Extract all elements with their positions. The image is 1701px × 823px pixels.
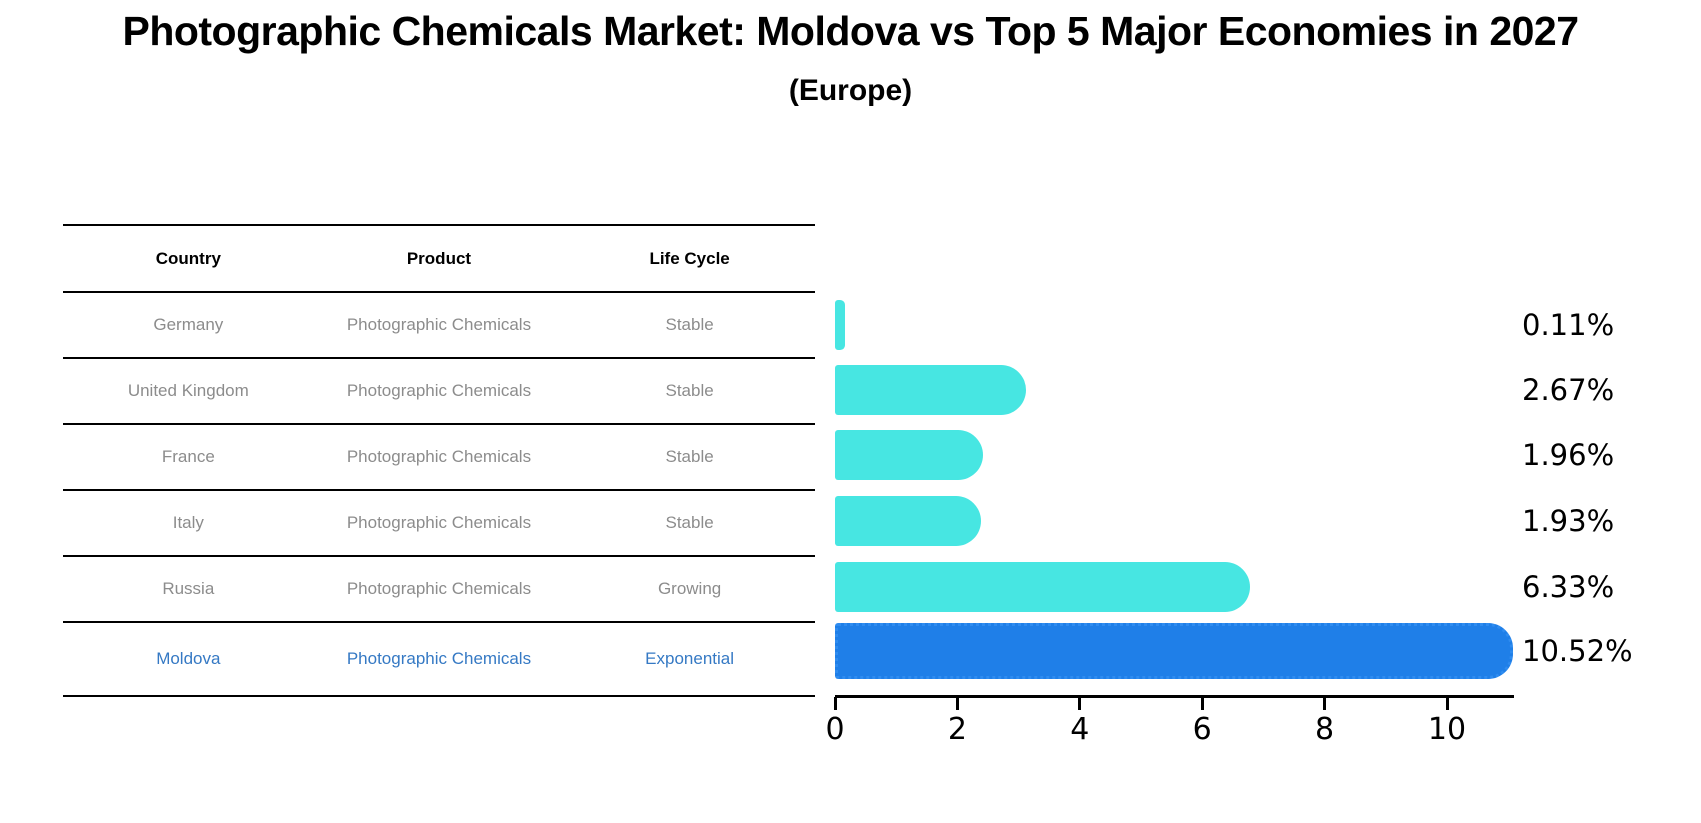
country-cell: Germany (153, 315, 224, 334)
country-cell: Russia (162, 579, 215, 598)
lifecycle-cell: Growing (657, 579, 722, 598)
country-cell: France (161, 447, 215, 466)
table-row-italy: Italy Photographic Chemicals Stable (63, 491, 815, 557)
x-tick-8 (1323, 697, 1327, 710)
column-header-product: Product (406, 248, 472, 268)
product-cell: Photographic Chemicals (346, 315, 532, 334)
chart-title: Photographic Chemicals Market: Moldova v… (122, 8, 1579, 54)
bar-united-kingdom (835, 365, 1027, 415)
lifecycle-cell: Exponential (645, 649, 735, 668)
lifecycle-cell: Stable (665, 315, 714, 334)
table-header-row: Country Product Life Cycle (63, 226, 815, 293)
x-ticklabel-8: 8 (1315, 712, 1335, 747)
country-cell: Italy (172, 513, 204, 532)
table-row-moldova: Moldova Photographic Chemicals Exponential (63, 623, 815, 697)
table-row-germany: Germany Photographic Chemicals Stable (63, 293, 815, 359)
table-row-russia: Russia Photographic Chemicals Growing (63, 557, 815, 623)
bar-russia (835, 562, 1251, 612)
lifecycle-cell: Stable (665, 447, 714, 466)
bar-germany (835, 300, 845, 350)
table-row-united-kingdom: United Kingdom Photographic Chemicals Stab… (63, 359, 815, 425)
country-table-body: Germany Photographic Chemicals Stable Unite… (63, 293, 815, 697)
x-ticklabel-6: 6 (1192, 712, 1212, 747)
x-tick-10 (1445, 697, 1449, 710)
x-tick-4 (1078, 697, 1082, 710)
bar-france (835, 430, 983, 480)
value-label-italy: 1.93% (1522, 504, 1615, 538)
bar-italy (835, 496, 982, 546)
product-cell: Photographic Chemicals (346, 579, 532, 598)
x-ticklabel-4: 4 (1070, 712, 1090, 747)
bar-moldova (835, 623, 1513, 679)
country-table: Country Product Life Cycle Germany Photog… (63, 224, 815, 697)
x-axis-line (835, 695, 1514, 698)
value-label-united-kingdom: 2.67% (1522, 373, 1615, 407)
product-cell: Photographic Chemicals (346, 513, 532, 532)
value-label-moldova: 10.52% (1522, 634, 1633, 668)
x-tick-0 (833, 697, 837, 710)
column-header-life-cycle: Life Cycle (649, 248, 730, 268)
value-label-russia: 6.33% (1522, 570, 1615, 604)
value-label-germany: 0.11% (1522, 308, 1615, 342)
product-cell: Photographic Chemicals (346, 649, 532, 668)
product-cell: Photographic Chemicals (346, 381, 532, 400)
country-cell: United Kingdom (127, 381, 249, 400)
x-ticklabel-0: 0 (825, 712, 845, 747)
lifecycle-cell: Stable (665, 381, 714, 400)
product-cell: Photographic Chemicals (346, 447, 532, 466)
x-tick-6 (1200, 697, 1204, 710)
x-tick-2 (955, 697, 959, 710)
column-header-country: Country (155, 248, 221, 268)
x-ticklabel-10: 10 (1427, 712, 1467, 747)
chart-subtitle: (Europe) (788, 74, 913, 107)
x-ticklabel-2: 2 (947, 712, 967, 747)
table-row-france: France Photographic Chemicals Stable (63, 425, 815, 491)
country-cell: Moldova (156, 649, 221, 668)
lifecycle-cell: Stable (665, 513, 714, 532)
value-label-france: 1.96% (1522, 438, 1615, 472)
